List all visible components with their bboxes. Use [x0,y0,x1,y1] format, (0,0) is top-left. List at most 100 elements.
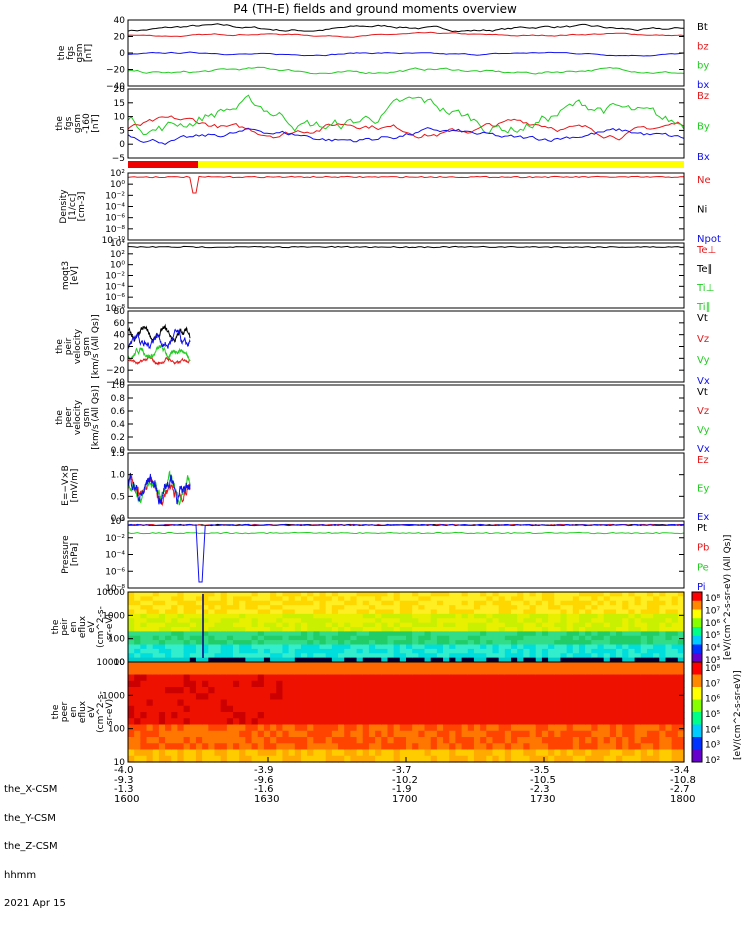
heatmap-cell [214,609,222,615]
heatmap-cell [653,712,660,719]
heatmap-cell [406,705,413,713]
heatmap-cell [467,596,475,602]
heatmap-cell [195,724,203,732]
heatmap-cell [511,596,518,602]
heatmap-cell [282,693,290,701]
heatmap-cell [356,718,364,726]
heatmap-cell [257,743,265,751]
heatmap-cell [554,648,562,654]
heatmap-cell [412,648,419,654]
heatmap-cell [140,730,148,738]
heatmap-cell [572,687,580,694]
heatmap-cell [628,743,636,751]
heatmap-cell [443,724,450,732]
heatmap-cell [387,592,395,597]
heatmap-cell [418,743,426,751]
heatmap-cell [344,687,351,694]
heatmap-cell [578,605,586,611]
heatmap-cell [344,600,351,606]
heatmap-cell [128,668,135,676]
heatmap-cell [541,668,549,676]
heatmap-cell [467,755,475,763]
heatmap-cell [467,730,475,738]
x-axis-value: -10.8 [670,774,696,786]
heatmap-cell [300,644,308,650]
heatmap-cell [282,668,290,676]
heatmap-cell [609,644,617,650]
x-axis-value: -2.7 [670,784,690,795]
heatmap-cell [529,730,537,738]
heatmap-cell [208,635,216,641]
heatmap-cell [251,648,259,654]
heatmap-cell [511,705,518,713]
heatmap-cell [202,640,209,646]
heatmap-cell [412,627,419,632]
heatmap-cell [659,635,667,641]
heatmap-cell [436,712,444,719]
heatmap-cell [498,648,506,654]
heatmap-cell [628,674,636,682]
heatmap-cell [412,622,419,628]
heatmap-cell [480,613,487,619]
heatmap-cell [443,609,450,615]
heatmap-cell [659,674,667,682]
heatmap-cell [362,755,370,763]
y-axis-label: eflux [78,615,88,638]
heatmap-cell [523,631,531,637]
heatmap-cell [325,718,333,726]
heatmap-cell [381,618,389,624]
heatmap-cell [189,618,197,624]
heatmap-cell [498,724,506,732]
heatmap-cell [585,653,592,659]
heatmap-cell [226,640,234,646]
heatmap-cell [585,699,592,707]
heatmap-cell [541,737,549,744]
heatmap-cell [560,648,568,654]
heatmap-cell [257,627,265,632]
heatmap-cell [282,662,290,669]
heatmap-cell [399,718,407,726]
heatmap-cell [517,635,524,641]
heatmap-cell [449,724,457,732]
heatmap-cell [473,600,481,606]
heatmap-cell [319,622,327,628]
heatmap-cell [480,622,487,628]
heatmap-cell [634,687,642,694]
heatmap-cell [338,618,345,624]
heatmap-cell [220,635,228,641]
heatmap-cell [344,640,351,646]
legend-entry: Ne [697,175,711,186]
heatmap-cell [195,648,203,654]
heatmap-cell [263,600,271,606]
heatmap-cell [375,648,382,654]
heatmap-cell [257,712,265,719]
heatmap-cell [233,743,240,751]
heatmap-cell [233,592,240,597]
heatmap-cell [424,631,432,637]
heatmap-cell [498,609,506,615]
series-ey [127,470,191,506]
heatmap-cell [504,657,512,663]
heatmap-cell [541,724,549,732]
heatmap-cell [288,680,296,688]
heatmap-cell [443,730,450,738]
heatmap-cell [276,680,284,688]
heatmap-cell [418,687,426,694]
colorbar-cell [692,660,702,663]
heatmap-cell [473,668,481,676]
heatmap-cell [436,653,444,659]
heatmap-cell [498,699,506,707]
heatmap-cell [257,755,265,763]
heatmap-cell [609,668,617,676]
heatmap-cell [455,627,463,632]
heatmap-cell [189,705,197,713]
y-tick-label: 10⁻⁸ [105,304,125,314]
heatmap-cell [535,687,543,694]
heatmap-cell [270,618,277,624]
heatmap-cell [263,657,271,663]
heatmap-cell [356,613,364,619]
heatmap-cell [646,657,654,663]
heatmap-cell [677,712,685,719]
heatmap-cell [517,592,524,597]
heatmap-cell [480,737,487,744]
